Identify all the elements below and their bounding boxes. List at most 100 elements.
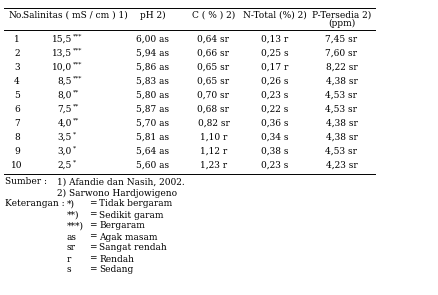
Text: 13,5: 13,5 (52, 48, 72, 58)
Text: 4,53 sr: 4,53 sr (325, 91, 357, 99)
Text: 7,60 sr: 7,60 sr (325, 48, 357, 58)
Text: 4,38 sr: 4,38 sr (325, 76, 357, 86)
Text: 0,38 s: 0,38 s (261, 147, 288, 155)
Text: 5,83 as: 5,83 as (136, 76, 169, 86)
Text: 6: 6 (14, 104, 20, 114)
Text: Sedikit garam: Sedikit garam (99, 211, 163, 219)
Text: 8,22 sr: 8,22 sr (325, 63, 357, 71)
Text: 8,0: 8,0 (57, 91, 72, 99)
Text: (ppm): (ppm) (327, 18, 354, 27)
Text: 4,38 sr: 4,38 sr (325, 132, 357, 142)
Text: 5,81 as: 5,81 as (136, 132, 169, 142)
Text: 0,25 s: 0,25 s (261, 48, 288, 58)
Text: 0,13 r: 0,13 r (261, 35, 288, 43)
Text: ***: *** (73, 34, 82, 39)
Text: 0,66 sr: 0,66 sr (197, 48, 229, 58)
Text: 2: 2 (14, 48, 20, 58)
Text: 0,26 s: 0,26 s (261, 76, 288, 86)
Text: 4,23 sr: 4,23 sr (325, 160, 357, 170)
Text: =: = (89, 232, 96, 242)
Text: 5,87 as: 5,87 as (136, 104, 169, 114)
Text: 0,17 r: 0,17 r (261, 63, 288, 71)
Text: ***: *** (73, 76, 82, 81)
Text: 0,70 sr: 0,70 sr (197, 91, 229, 99)
Text: 10: 10 (11, 160, 23, 170)
Text: =: = (89, 222, 96, 230)
Text: P-Tersedia 2): P-Tersedia 2) (311, 11, 370, 19)
Text: 7,45 sr: 7,45 sr (325, 35, 357, 43)
Text: 1,10 r: 1,10 r (199, 132, 227, 142)
Text: =: = (89, 243, 96, 253)
Text: *: * (73, 145, 76, 150)
Text: s: s (67, 266, 71, 275)
Text: 0,23 s: 0,23 s (261, 91, 288, 99)
Text: Rendah: Rendah (99, 255, 134, 263)
Text: 6,00 as: 6,00 as (136, 35, 169, 43)
Text: 1: 1 (14, 35, 20, 43)
Text: 0,36 s: 0,36 s (261, 119, 288, 127)
Text: 5,64 as: 5,64 as (136, 147, 169, 155)
Text: Sedang: Sedang (99, 266, 133, 275)
Text: 0,34 s: 0,34 s (261, 132, 288, 142)
Text: 0,23 s: 0,23 s (261, 160, 288, 170)
Text: 5,86 as: 5,86 as (136, 63, 169, 71)
Text: **: ** (73, 104, 79, 109)
Text: 4,53 sr: 4,53 sr (325, 104, 357, 114)
Text: 5: 5 (14, 91, 20, 99)
Text: 5,60 as: 5,60 as (136, 160, 169, 170)
Text: 0,68 sr: 0,68 sr (197, 104, 229, 114)
Text: 2) Sarwono Hardjowigeno: 2) Sarwono Hardjowigeno (57, 189, 177, 198)
Text: 7: 7 (14, 119, 20, 127)
Text: Sangat rendah: Sangat rendah (99, 243, 166, 253)
Text: =: = (89, 266, 96, 275)
Text: *: * (73, 132, 76, 137)
Text: *: * (73, 160, 76, 165)
Text: No.: No. (9, 11, 25, 19)
Text: sr: sr (67, 243, 76, 253)
Text: 4,0: 4,0 (57, 119, 72, 127)
Text: 0,64 sr: 0,64 sr (197, 35, 229, 43)
Text: 3,5: 3,5 (57, 132, 72, 142)
Text: 5,94 as: 5,94 as (136, 48, 169, 58)
Text: 7,5: 7,5 (57, 104, 72, 114)
Text: 0,65 sr: 0,65 sr (197, 63, 229, 71)
Text: 5,80 as: 5,80 as (136, 91, 169, 99)
Text: Sumber :: Sumber : (5, 178, 47, 186)
Text: **): **) (67, 211, 79, 219)
Text: pH 2): pH 2) (139, 10, 165, 19)
Text: ***: *** (73, 61, 82, 66)
Text: 1,23 r: 1,23 r (199, 160, 226, 170)
Text: Bergaram: Bergaram (99, 222, 145, 230)
Text: 1,12 r: 1,12 r (199, 147, 226, 155)
Text: Agak masam: Agak masam (99, 232, 157, 242)
Text: ***): ***) (67, 222, 84, 230)
Text: =: = (89, 255, 96, 263)
Text: as: as (67, 232, 77, 242)
Text: Keterangan :: Keterangan : (5, 199, 64, 209)
Text: r: r (67, 255, 71, 263)
Text: 1) Afandie dan Nasih, 2002.: 1) Afandie dan Nasih, 2002. (57, 178, 184, 186)
Text: 0,82 sr: 0,82 sr (197, 119, 229, 127)
Text: 2,5: 2,5 (57, 160, 72, 170)
Text: 4: 4 (14, 76, 20, 86)
Text: N-Total (%) 2): N-Total (%) 2) (243, 11, 306, 19)
Text: 10,0: 10,0 (52, 63, 72, 71)
Text: *): *) (67, 199, 75, 209)
Text: 9: 9 (14, 147, 20, 155)
Text: 15,5: 15,5 (52, 35, 72, 43)
Text: 5,70 as: 5,70 as (136, 119, 169, 127)
Text: 0,65 sr: 0,65 sr (197, 76, 229, 86)
Text: =: = (89, 211, 96, 219)
Text: 8,5: 8,5 (57, 76, 72, 86)
Text: 4,38 sr: 4,38 sr (325, 119, 357, 127)
Text: **: ** (73, 89, 79, 94)
Text: =: = (89, 199, 96, 209)
Text: **: ** (73, 117, 79, 122)
Text: 0,22 s: 0,22 s (261, 104, 288, 114)
Text: 8: 8 (14, 132, 20, 142)
Text: ***: *** (73, 47, 82, 53)
Text: Tidak bergaram: Tidak bergaram (99, 199, 172, 209)
Text: 4,53 sr: 4,53 sr (325, 147, 357, 155)
Text: 3,0: 3,0 (58, 147, 72, 155)
Text: 3: 3 (14, 63, 20, 71)
